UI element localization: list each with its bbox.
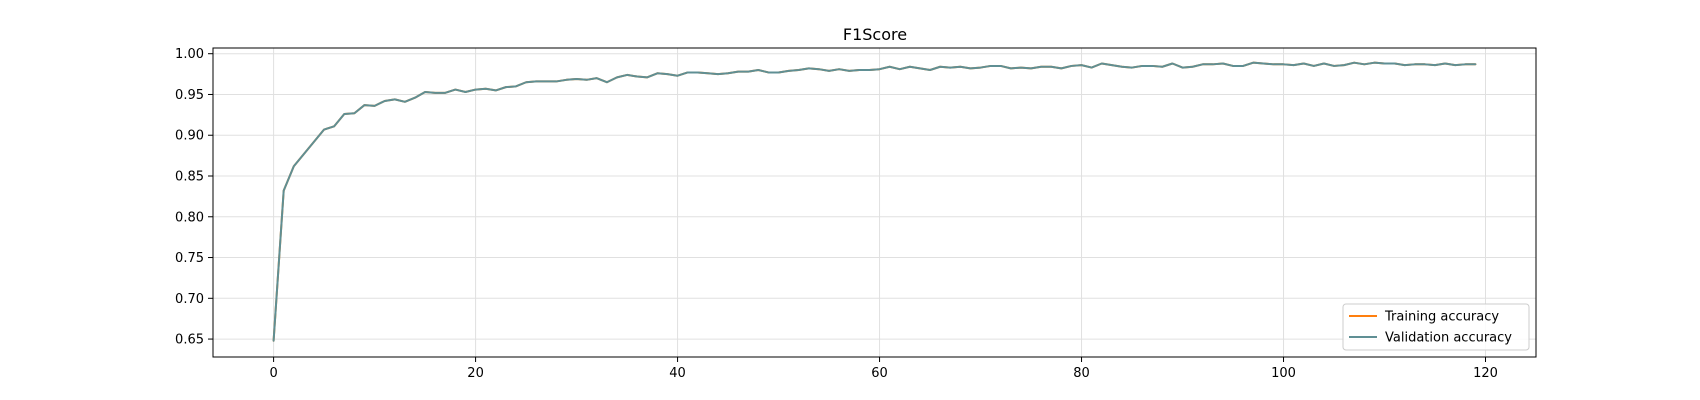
y-tick-label: 0.75 xyxy=(175,251,204,266)
tick-layer: 0 20 40 60 80 100 120 0.65 0.70 0.75 0.80 0.85 0.90 0… xyxy=(175,47,1498,381)
legend-box xyxy=(1342,303,1530,351)
x-tick-label: 80 xyxy=(1073,366,1090,381)
x-tick-label: 100 xyxy=(1271,366,1296,381)
series-line-validation-accuracy xyxy=(272,61,1477,342)
grid-layer xyxy=(213,48,1536,357)
y-tick-label: 0.70 xyxy=(175,292,204,307)
series-layer xyxy=(272,61,1477,342)
x-tick-label: 120 xyxy=(1473,366,1498,381)
legend-label-training-accuracy: Training accuracy xyxy=(1384,310,1499,325)
chart-title: F1Score xyxy=(843,25,907,44)
legend-label-validation-accuracy: Validation accuracy xyxy=(1385,331,1512,346)
x-tick-label: 60 xyxy=(871,366,888,381)
x-tick-label: 0 xyxy=(269,366,277,381)
y-tick-label: 0.65 xyxy=(175,333,204,348)
y-tick-label: 0.80 xyxy=(175,210,204,225)
legend: Training accuracy Validation accuracy xyxy=(1342,303,1530,351)
y-tick-label: 1.00 xyxy=(175,47,204,62)
y-tick-label: 0.90 xyxy=(175,129,204,144)
y-tick-label: 0.95 xyxy=(175,88,204,103)
y-tick-label: 0.85 xyxy=(175,170,204,185)
x-tick-label: 40 xyxy=(669,366,686,381)
plot-frame xyxy=(212,47,1537,358)
x-tick-label: 20 xyxy=(467,366,484,381)
